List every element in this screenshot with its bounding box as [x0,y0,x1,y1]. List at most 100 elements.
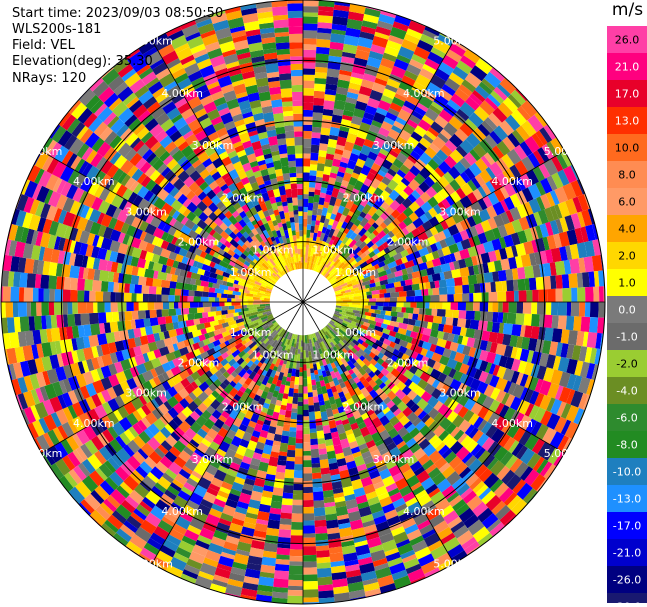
range-gate [199,168,211,180]
range-gate [259,202,268,213]
range-gate [401,516,416,530]
range-gate [186,499,200,511]
range-gate [274,31,290,38]
range-gate [433,520,449,535]
range-gate [357,268,364,274]
range-gate [396,212,408,224]
range-gate [263,48,277,55]
range-gate [317,438,326,445]
range-gate [359,31,375,41]
range-gate [379,496,393,508]
range-gate [221,410,230,419]
range-gate [176,333,187,343]
range-gate [117,242,129,255]
range-gate [317,393,324,402]
range-gate [255,332,263,339]
range-gate [303,393,309,400]
range-gate [356,250,363,257]
range-gate [97,418,108,432]
range-gate [256,6,273,14]
range-gate [221,266,228,273]
range-gate [266,259,275,269]
range-gate [495,389,507,403]
range-gate [268,282,275,287]
range-gate [249,245,258,254]
range-gate [287,396,293,404]
range-gate [126,412,139,426]
range-gate [226,468,238,478]
range-gate [329,196,337,207]
range-gate [332,315,338,320]
range-gate [356,381,365,391]
range-gate [97,302,105,313]
range-gate [464,72,482,89]
range-gate [341,270,348,277]
range-gate [245,84,259,95]
range-gate [17,393,29,410]
range-gate [158,346,170,357]
range-gate [173,392,184,403]
range-gate [526,452,542,469]
range-gate [458,507,475,523]
range-gate [488,363,496,375]
range-gate [316,263,322,273]
range-gate [201,195,214,207]
range-gate [183,446,194,457]
range-gate [334,212,343,223]
range-gate [159,135,173,149]
range-gate [413,512,429,526]
range-gate [358,241,367,250]
range-gate [198,340,205,348]
range-gate [228,328,236,335]
range-gate [108,97,123,111]
range-gate [335,384,343,394]
range-gate [209,54,226,68]
range-gate [363,321,371,328]
range-gate [205,240,215,250]
range-gate [244,516,257,525]
range-gate [233,326,240,333]
range-gate [414,368,424,378]
range-gate [491,145,505,160]
range-gate [314,77,327,85]
range-gate [331,357,337,363]
range-gate [57,130,73,147]
range-gate [351,299,361,302]
range-gate [303,486,313,494]
range-gate [269,363,276,371]
range-gate [354,400,363,409]
range-gate [241,488,253,496]
range-gate [281,97,293,102]
range-gate [178,420,191,433]
range-gate [225,354,235,363]
range-gate [241,382,249,390]
range-gate [147,341,158,352]
range-gate [449,191,462,204]
range-gate [481,330,491,342]
range-gate [501,420,514,435]
range-gate [174,166,185,177]
range-gate [437,34,454,47]
range-gate [483,472,500,489]
range-gate [244,256,252,264]
range-gate [429,343,437,353]
range-gate [181,145,195,158]
range-gate [1,270,10,287]
range-gate [309,164,318,171]
range-gate [14,241,26,258]
range-gate [373,136,386,149]
range-gate [110,261,119,273]
range-gate [311,132,321,139]
range-gate [124,320,132,331]
range-gate [275,325,281,331]
range-gate [168,295,175,302]
range-gate [187,118,202,132]
range-gate [173,456,187,469]
range-gate [336,330,345,338]
range-gate [272,390,279,398]
range-gate [196,428,208,439]
range-gate [216,164,226,173]
range-gate [120,499,136,514]
range-gate [62,455,76,471]
range-gate [208,393,217,402]
